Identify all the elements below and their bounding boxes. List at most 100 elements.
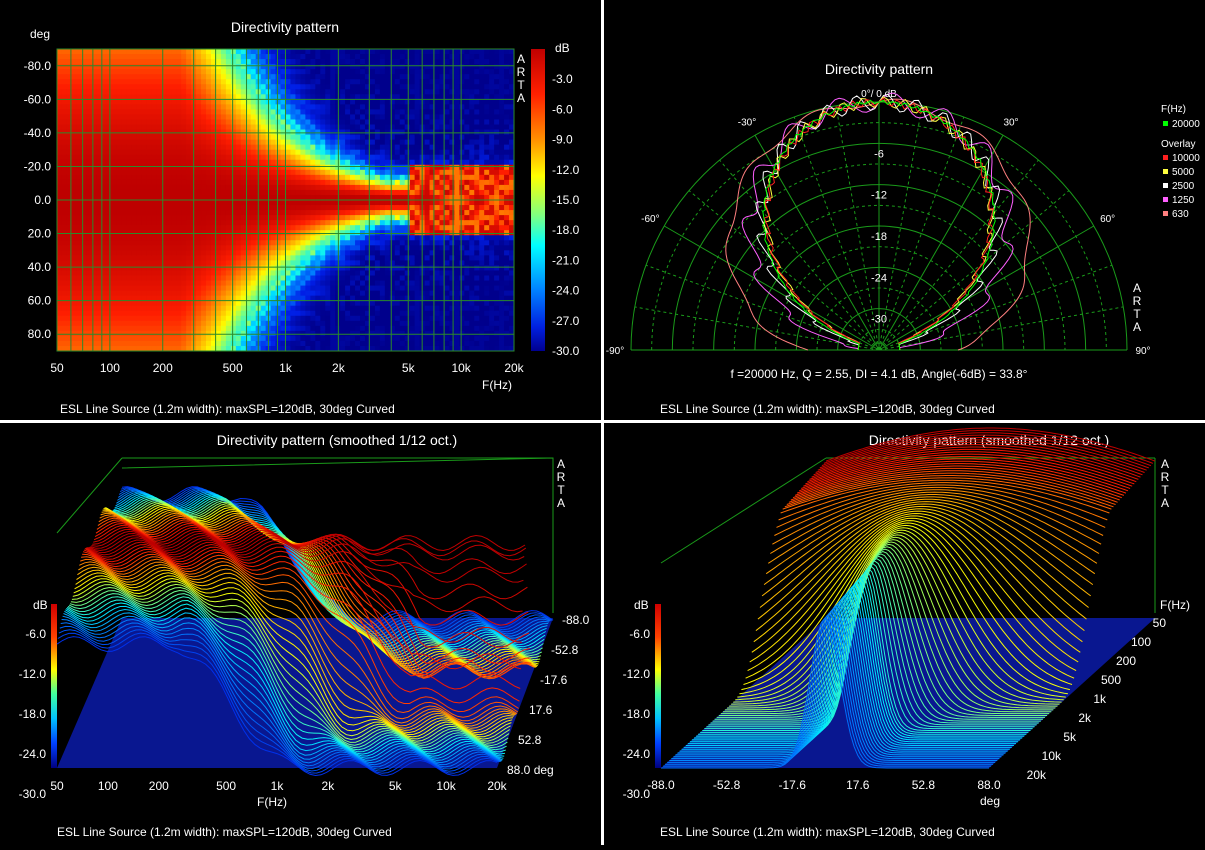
heatmap-cell bbox=[166, 149, 172, 156]
heatmap-cell bbox=[61, 124, 68, 131]
heatmap-cell bbox=[186, 260, 192, 267]
heatmap-cell bbox=[245, 104, 252, 110]
heatmap-cell bbox=[151, 200, 157, 206]
heatmap-cell bbox=[240, 280, 247, 287]
heatmap-cell bbox=[235, 64, 242, 70]
heatmap-cell bbox=[320, 340, 326, 347]
heatmap-cell bbox=[360, 164, 366, 171]
heatmap-cell bbox=[404, 154, 411, 161]
heatmap-cell bbox=[151, 164, 157, 171]
heatmap-cell bbox=[364, 260, 371, 267]
heatmap-cell bbox=[76, 149, 83, 156]
heatmap-cell bbox=[250, 260, 257, 267]
heatmap-cell bbox=[300, 260, 306, 267]
heatmap-cell bbox=[449, 49, 455, 55]
heatmap-cell bbox=[230, 104, 237, 110]
heatmap-cell bbox=[141, 149, 148, 156]
heatmap-cell bbox=[235, 59, 242, 65]
heatmap-cell bbox=[275, 240, 282, 246]
heatmap-cell bbox=[57, 255, 63, 261]
heatmap-cell bbox=[469, 84, 475, 90]
heatmap-cell bbox=[210, 240, 217, 246]
heatmap-cell bbox=[285, 104, 292, 110]
heatmap-cell bbox=[260, 340, 267, 347]
heatmap-cell bbox=[384, 69, 391, 75]
heatmap-cell bbox=[369, 129, 376, 136]
heatmap-cell bbox=[325, 179, 331, 186]
heatmap-cell bbox=[449, 250, 455, 256]
heatmap-cell bbox=[196, 265, 202, 272]
heatmap-cell bbox=[360, 280, 366, 287]
heatmap-cell bbox=[151, 59, 157, 65]
heatmap-cell bbox=[57, 220, 63, 226]
heatmap-cell bbox=[225, 69, 232, 75]
heatmap-cell bbox=[444, 235, 451, 241]
heatmap-cell bbox=[315, 280, 321, 287]
heatmap-cell bbox=[414, 119, 421, 126]
heatmap-cell bbox=[171, 230, 177, 236]
heatmap-cell bbox=[81, 240, 88, 246]
heatmap-cell bbox=[66, 330, 73, 337]
heatmap-cell bbox=[66, 305, 73, 312]
heatmap-cell bbox=[384, 59, 391, 65]
heatmap-cell bbox=[444, 124, 451, 131]
heatmap-cell bbox=[315, 270, 321, 277]
heatmap-cell bbox=[449, 260, 455, 267]
heatmap-cell bbox=[250, 285, 257, 292]
heatmap-cell bbox=[389, 184, 396, 191]
heatmap-cell bbox=[360, 64, 366, 70]
heatmap-cell bbox=[300, 169, 306, 176]
heatmap-cell bbox=[111, 215, 118, 221]
heatmap-cell bbox=[275, 275, 282, 282]
heatmap-cell bbox=[434, 169, 441, 176]
heatmap-cell bbox=[399, 114, 406, 121]
heatmap-cell bbox=[454, 159, 460, 166]
heatmap-cell bbox=[176, 240, 182, 246]
heatmap-cell bbox=[310, 335, 316, 342]
heatmap-cell bbox=[136, 290, 143, 297]
heatmap-cell bbox=[454, 290, 460, 297]
heatmap-cell bbox=[210, 250, 217, 256]
heatmap-cell bbox=[220, 280, 227, 287]
heatmap-cell bbox=[464, 315, 470, 322]
heatmap-cell bbox=[156, 194, 162, 201]
heatmap-cell bbox=[454, 174, 460, 181]
heatmap-cell bbox=[280, 340, 287, 347]
heatmap-cell bbox=[454, 184, 460, 191]
heatmap-cell bbox=[126, 270, 133, 277]
heatmap-cell bbox=[57, 300, 63, 307]
heatmap-cell bbox=[171, 260, 177, 267]
heatmap-cell bbox=[280, 250, 287, 256]
heatmap-cell bbox=[245, 164, 252, 171]
heatmap-cell bbox=[350, 295, 356, 302]
heatmap-cell bbox=[181, 270, 187, 277]
heatmap-cell bbox=[57, 189, 63, 196]
heatmap-cell bbox=[101, 245, 108, 251]
heatmap-cell bbox=[454, 245, 460, 251]
heatmap-cell bbox=[459, 345, 465, 351]
heatmap-cell bbox=[275, 99, 282, 105]
heatmap-cell bbox=[136, 174, 143, 181]
heatmap-cell bbox=[424, 210, 431, 216]
heatmap-cell bbox=[186, 69, 192, 75]
heatmap-cell bbox=[201, 164, 207, 171]
heatmap-cell bbox=[181, 159, 187, 166]
heatmap-cell bbox=[116, 89, 123, 95]
heatmap-cell bbox=[220, 210, 227, 216]
heatmap-cell bbox=[459, 225, 465, 231]
heatmap-cell bbox=[101, 74, 108, 80]
heatmap-cell bbox=[225, 59, 232, 65]
heatmap-cell bbox=[459, 104, 465, 110]
heatmap-cell bbox=[71, 250, 78, 256]
heatmap-cell bbox=[345, 310, 351, 317]
heatmap-cell bbox=[181, 129, 187, 136]
heatmap-cell bbox=[176, 69, 182, 75]
heatmap-cell bbox=[181, 69, 187, 75]
heatmap-cell bbox=[146, 210, 152, 216]
heatmap-cell bbox=[151, 275, 157, 282]
heatmap-cell bbox=[340, 215, 346, 221]
heatmap-cell bbox=[275, 189, 282, 196]
heatmap-cell bbox=[280, 300, 287, 307]
heatmap-cell bbox=[429, 270, 436, 277]
heatmap-cell bbox=[389, 169, 396, 176]
